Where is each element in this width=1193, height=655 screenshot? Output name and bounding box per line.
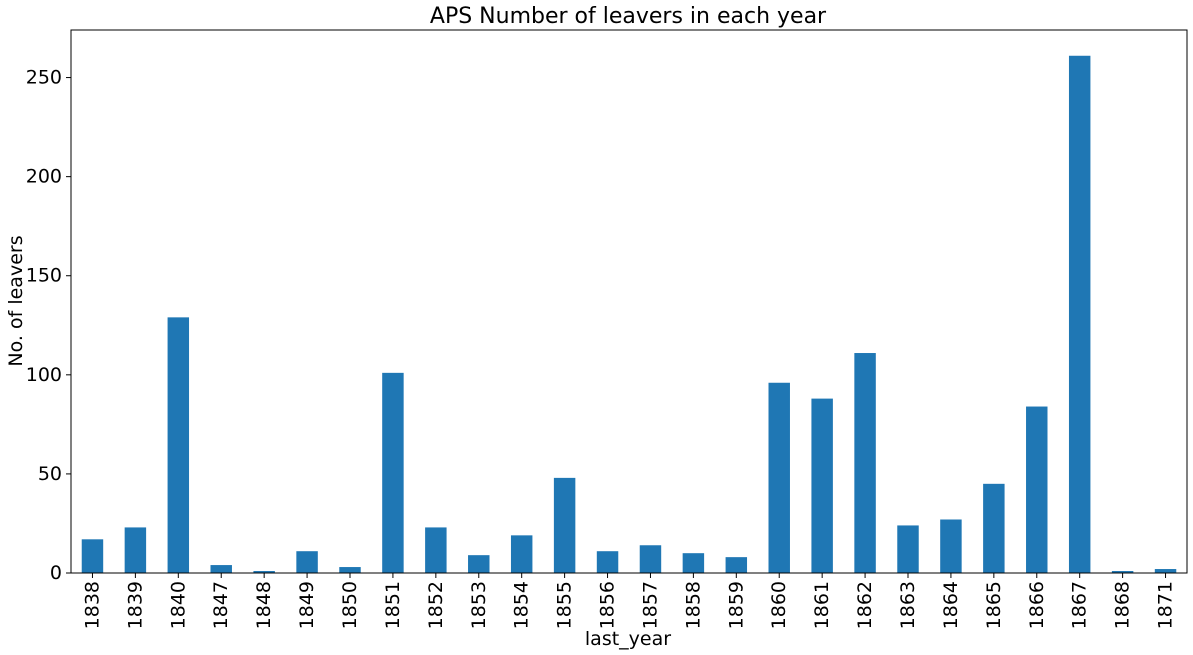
bar-1867 xyxy=(1068,55,1091,574)
x-tick-label-1863: 1863 xyxy=(897,581,919,629)
x-axis: 1838 1839 1840 1847 1848 1849 1850 1851 1852 1853… xyxy=(81,573,1177,629)
x-tick-label-1857: 1857 xyxy=(639,581,661,629)
bars-group xyxy=(81,55,1177,574)
x-tick-label-1849: 1849 xyxy=(296,581,318,629)
x-tick-label-1867: 1867 xyxy=(1069,581,1091,629)
x-tick-label-1864: 1864 xyxy=(940,581,962,629)
y-axis: 0 50 100 150 200 250 xyxy=(26,67,71,584)
x-tick-label-1856: 1856 xyxy=(597,581,619,629)
bar-1839 xyxy=(124,527,147,573)
bar-1855 xyxy=(553,477,576,573)
x-tick-label-1868: 1868 xyxy=(1112,581,1134,629)
x-tick-label-1866: 1866 xyxy=(1026,581,1048,629)
y-tick-label-250: 250 xyxy=(26,67,62,89)
bar-1850 xyxy=(339,567,361,573)
x-tick-label-1865: 1865 xyxy=(983,581,1005,629)
x-tick-label-1838: 1838 xyxy=(81,581,103,629)
bar-1858 xyxy=(682,553,705,573)
x-tick-label-1848: 1848 xyxy=(253,581,275,629)
bar-1849 xyxy=(296,551,318,573)
chart-title: APS Number of leavers in each year xyxy=(430,4,827,29)
x-tick-label-1839: 1839 xyxy=(124,581,146,629)
x-tick-label-1862: 1862 xyxy=(854,581,876,629)
bar-1857 xyxy=(639,545,662,573)
y-tick-label-150: 150 xyxy=(26,265,62,287)
bar-1871 xyxy=(1154,569,1177,573)
y-tick-label-100: 100 xyxy=(26,364,62,386)
y-tick-label-0: 0 xyxy=(50,562,62,584)
bar-1847 xyxy=(210,565,232,573)
bar-1851 xyxy=(382,372,404,573)
bar-1864 xyxy=(940,519,962,573)
x-tick-label-1851: 1851 xyxy=(382,581,404,629)
bar-1868 xyxy=(1111,571,1134,573)
x-tick-label-1871: 1871 xyxy=(1155,581,1177,629)
x-tick-label-1855: 1855 xyxy=(554,581,576,629)
x-tick-label-1858: 1858 xyxy=(682,581,704,629)
y-tick-label-200: 200 xyxy=(26,166,62,188)
plot-frame xyxy=(70,29,1188,574)
bar-1838 xyxy=(81,539,104,573)
bar-1854 xyxy=(510,535,533,573)
x-axis-label: last_year xyxy=(585,628,671,650)
x-tick-label-1847: 1847 xyxy=(210,581,232,629)
bar-1853 xyxy=(468,555,490,573)
bar-1848 xyxy=(253,571,275,573)
y-axis-label: No. of leavers xyxy=(5,235,27,366)
bar-1860 xyxy=(768,382,790,573)
bar-1866 xyxy=(1026,406,1048,573)
x-tick-label-1853: 1853 xyxy=(468,581,490,629)
x-tick-label-1861: 1861 xyxy=(811,581,833,629)
x-tick-label-1854: 1854 xyxy=(511,581,533,629)
bar-1863 xyxy=(897,525,919,573)
x-tick-label-1859: 1859 xyxy=(725,581,747,629)
x-tick-label-1852: 1852 xyxy=(425,581,447,629)
bar-1861 xyxy=(811,398,833,573)
bar-1859 xyxy=(725,557,748,573)
bar-1856 xyxy=(596,551,619,573)
y-tick-label-50: 50 xyxy=(38,463,62,485)
bar-1865 xyxy=(983,483,1005,573)
bar-1862 xyxy=(854,353,876,573)
x-tick-label-1850: 1850 xyxy=(339,581,361,629)
bar-1840 xyxy=(167,317,190,573)
x-tick-label-1860: 1860 xyxy=(768,581,790,629)
x-tick-label-1840: 1840 xyxy=(167,581,189,629)
bar-1852 xyxy=(425,527,447,573)
